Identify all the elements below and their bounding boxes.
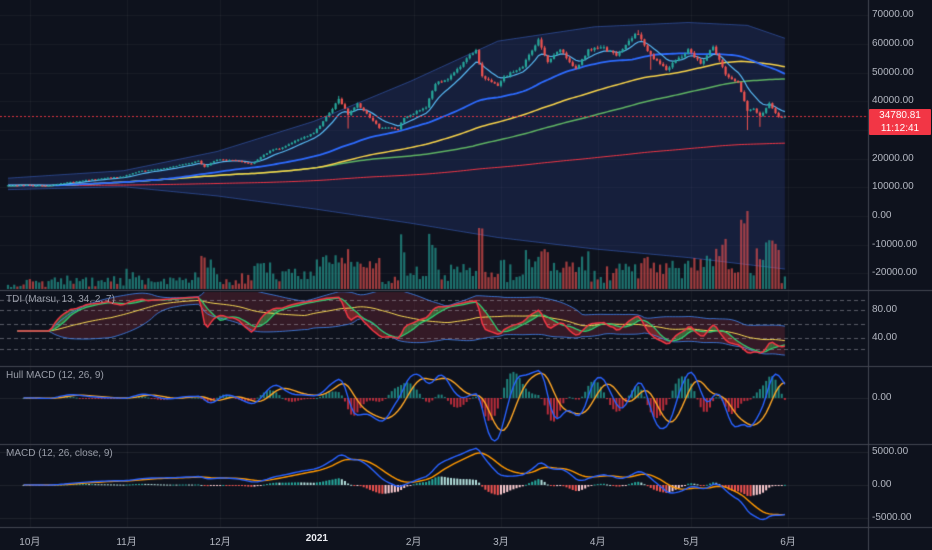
hull-pane-title[interactable]: Hull MACD (12, 26, 9): [6, 370, 104, 381]
tdi-pane[interactable]: [0, 291, 868, 366]
time-axis-label: 5月: [683, 537, 700, 548]
time-axis-label: 2月: [405, 537, 422, 548]
price-axis-tick: 20000.00: [872, 152, 914, 164]
time-axis-label: 4月: [589, 537, 606, 548]
time-axis-label: 6月: [780, 537, 796, 548]
tdi-axis-tick: 40.00: [872, 332, 898, 343]
last-price-value: 34780.81: [879, 110, 921, 121]
macd-axis-tick: 5000.00: [872, 446, 909, 457]
tdi-pane-title[interactable]: TDI (Marsu, 13, 34, 2, 7): [6, 294, 115, 305]
price-axis-tick: 70000.00: [872, 9, 914, 21]
price-axis-tick: 40000.00: [872, 95, 914, 107]
time-axis-label: 3月: [493, 537, 509, 548]
price-axis-tick: 0.00: [872, 210, 892, 221]
price-axis-tick: 10000.00: [872, 181, 914, 193]
macd-axis-tick: -5000.00: [872, 512, 912, 523]
hull-axis-tick: 0.00: [872, 392, 892, 403]
last-price-badge: 34780.81 11:12:41: [869, 109, 931, 135]
hull-macd-pane[interactable]: [0, 367, 868, 444]
price-countdown: 11:12:41: [880, 123, 920, 134]
time-axis-label: 12月: [209, 537, 231, 548]
price-axis-tick: -10000.00: [872, 238, 918, 250]
time-axis-label: 11月: [116, 537, 137, 548]
macd-pane-title[interactable]: MACD (12, 26, close, 9): [6, 448, 113, 459]
price-pane[interactable]: [0, 0, 868, 290]
price-axis-tick: 60000.00: [872, 38, 914, 49]
price-axis-tick: -20000.00: [872, 267, 918, 279]
time-axis-label: 10月: [19, 537, 41, 548]
time-axis-label: 2021: [305, 533, 328, 544]
price-axis-tick: 50000.00: [872, 66, 914, 78]
macd-axis-tick: 0.00: [872, 479, 892, 490]
macd-pane[interactable]: [0, 445, 868, 527]
tdi-axis-tick: 80.00: [872, 304, 898, 315]
